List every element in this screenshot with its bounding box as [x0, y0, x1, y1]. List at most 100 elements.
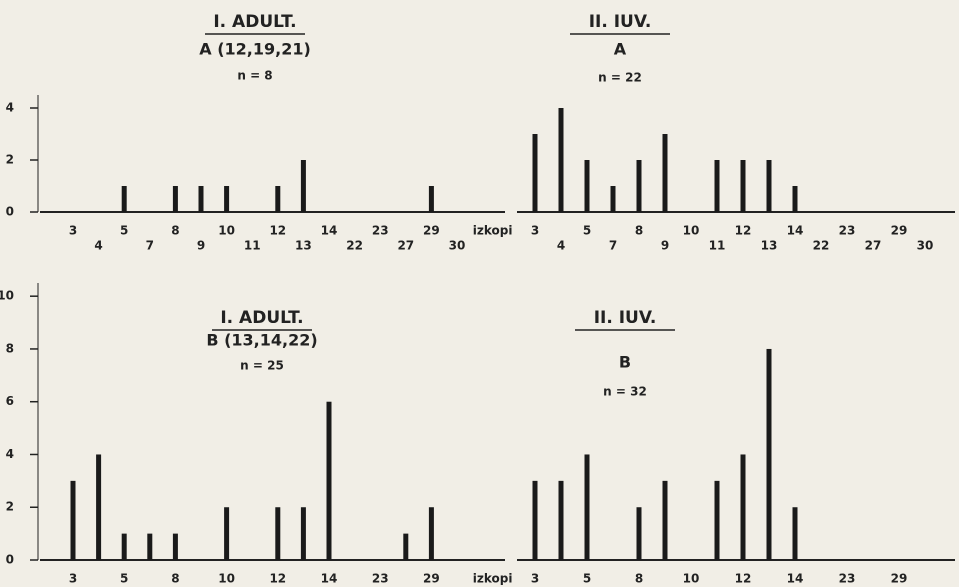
bar	[121, 186, 127, 212]
y-tick-label: 4	[6, 447, 14, 461]
x-tick-label: 13	[295, 239, 312, 253]
bar	[275, 186, 281, 212]
bar	[714, 160, 720, 212]
bar	[558, 108, 564, 212]
x-tick-label: 4	[557, 239, 565, 253]
bar	[662, 134, 668, 212]
x-tick-label: 29	[891, 224, 908, 238]
x-tick-label: 14	[787, 572, 804, 586]
bar	[96, 454, 102, 560]
bar	[428, 507, 434, 560]
bar	[532, 134, 538, 212]
bar	[636, 507, 642, 560]
bar	[326, 401, 332, 560]
bar	[714, 480, 720, 560]
x-tick-label: 30	[917, 239, 934, 253]
bar	[428, 186, 434, 212]
bar	[792, 507, 798, 560]
y-tick-label: 10	[0, 289, 14, 303]
x-tick-label: 14	[321, 224, 338, 238]
x-tick-label: 11	[244, 239, 261, 253]
chart-title: I. ADULT.	[213, 12, 296, 32]
x-tick-label: 5	[120, 224, 128, 238]
chart-subtitle: B (13,14,22)	[206, 331, 317, 350]
x-tick-label: 13	[761, 239, 778, 253]
x-tick-label: 3	[531, 224, 539, 238]
x-tick-label: 10	[683, 572, 700, 586]
bar	[172, 186, 178, 212]
x-tick-label: 10	[218, 572, 235, 586]
x-tick-label: 12	[269, 224, 286, 238]
bar	[558, 480, 564, 560]
x-tick-label: 8	[635, 572, 643, 586]
y-tick-label: 0	[6, 205, 14, 219]
bar	[275, 507, 281, 560]
bar	[300, 160, 306, 212]
chart-title: II. IUV.	[589, 12, 652, 32]
x-tick-label: 3	[69, 224, 77, 238]
x-tick-label: 9	[197, 239, 205, 253]
sample-size: n = 32	[603, 385, 647, 399]
sample-size: n = 8	[237, 69, 272, 83]
bar	[610, 186, 616, 212]
x-tick-label: 7	[609, 239, 617, 253]
bar	[172, 533, 178, 560]
bar	[636, 160, 642, 212]
bar	[300, 507, 306, 560]
bar	[766, 348, 772, 560]
x-tick-label: 29	[891, 572, 908, 586]
bar	[198, 186, 204, 212]
x-tick-label: 7	[146, 239, 154, 253]
x-tick-label: 23	[372, 224, 389, 238]
y-tick-label: 8	[6, 341, 14, 355]
bar	[740, 160, 746, 212]
x-tick-label: 29	[423, 572, 440, 586]
x-tick-label: 12	[735, 572, 752, 586]
x-tick-label: 9	[661, 239, 669, 253]
x-tick-label: 4	[94, 239, 102, 253]
y-tick-label: 0	[6, 553, 14, 567]
y-tick-label: 2	[6, 153, 14, 167]
chart-subtitle: A (12,19,21)	[199, 40, 311, 59]
sample-size: n = 25	[240, 359, 284, 373]
x-tick-label: 8	[635, 224, 643, 238]
bar	[224, 186, 230, 212]
x-tick-label: 10	[218, 224, 235, 238]
bar	[584, 454, 590, 560]
x-tick-label: 14	[321, 572, 338, 586]
bar	[584, 160, 590, 212]
bar	[766, 160, 772, 212]
x-tick-label: 8	[171, 572, 179, 586]
chart-title: II. IUV.	[594, 308, 657, 328]
x-tick-label: 23	[839, 224, 856, 238]
chart-subtitle: B	[619, 353, 631, 372]
x-tick-label: 11	[709, 239, 726, 253]
y-tick-label: 4	[6, 101, 14, 115]
x-tick-label: 30	[449, 239, 466, 253]
x-tick-label: 5	[583, 572, 591, 586]
sample-size: n = 22	[598, 71, 642, 85]
x-tick-label: izkopi	[473, 572, 513, 586]
x-tick-label: 29	[423, 224, 440, 238]
x-tick-label: 5	[120, 572, 128, 586]
chart-title: I. ADULT.	[220, 308, 303, 328]
y-tick-label: 2	[6, 500, 14, 514]
x-tick-label: 10	[683, 224, 700, 238]
bar	[532, 480, 538, 560]
x-tick-label: 8	[171, 224, 179, 238]
x-tick-label: 12	[735, 224, 752, 238]
bar	[224, 507, 230, 560]
bar	[147, 533, 153, 560]
bar	[121, 533, 127, 560]
bar	[792, 186, 798, 212]
bar	[70, 480, 76, 560]
y-tick-label: 6	[6, 394, 14, 408]
x-tick-label: 5	[583, 224, 591, 238]
x-tick-label: 27	[397, 239, 414, 253]
x-tick-label: izkopi	[473, 224, 513, 238]
x-tick-label: 23	[839, 572, 856, 586]
x-tick-label: 22	[813, 239, 830, 253]
x-tick-label: 3	[69, 572, 77, 586]
x-tick-label: 14	[787, 224, 804, 238]
